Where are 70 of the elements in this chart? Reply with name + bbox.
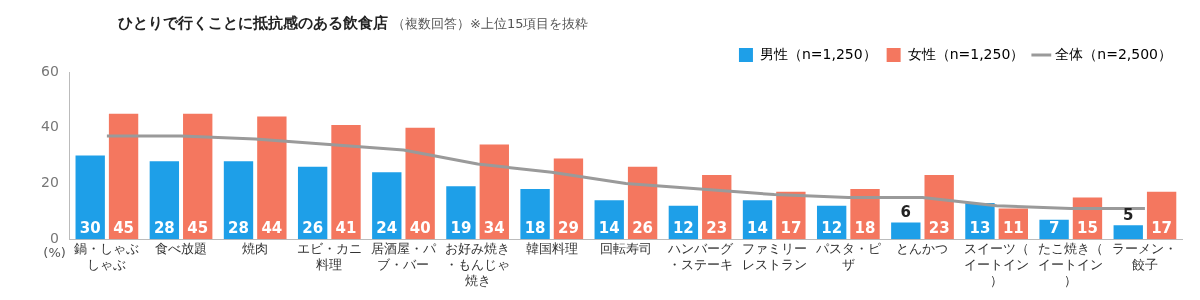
bar <box>372 172 402 240</box>
data-label: 26 <box>302 219 324 238</box>
data-label: 17 <box>780 219 802 238</box>
bar <box>479 144 509 240</box>
x-tick-label: 回転寿司 <box>599 241 652 257</box>
legend-label: 女性（n=1,250） <box>907 45 1025 62</box>
bar <box>223 161 254 240</box>
bar <box>446 186 476 240</box>
data-label: 29 <box>558 219 579 238</box>
data-label: 23 <box>706 219 728 238</box>
data-label: 7 <box>1048 219 1060 238</box>
bar <box>405 127 435 240</box>
x-tick-label: ハンバーグ・ステーキ <box>666 241 734 272</box>
x-tick-label: お好み焼き・もんじゃ焼き <box>445 241 511 288</box>
bar <box>149 161 180 240</box>
x-tick-label: スイーツ（イートイン） <box>964 241 1030 288</box>
x-tick-label: 鍋・しゃぶしゃぶ <box>74 241 140 272</box>
data-label: 24 <box>376 219 398 238</box>
y-tick-label: 40 <box>40 118 59 135</box>
data-label: 44 <box>261 219 283 238</box>
x-tick-label: ファミリーレストラン <box>741 241 807 272</box>
data-label: 26 <box>632 219 654 238</box>
x-tick-label: エビ・カニ料理 <box>296 241 362 272</box>
x-tick-label: たこ焼き（イートイン） <box>1038 241 1104 288</box>
y-tick-label: 60 <box>40 62 59 79</box>
data-label: 18 <box>854 219 876 238</box>
x-tick-label: ラーメン・餃子 <box>1112 241 1178 272</box>
data-label: 14 <box>598 219 620 238</box>
data-label: 23 <box>928 219 950 238</box>
data-label: 13 <box>969 219 991 238</box>
data-label: 30 <box>79 219 101 238</box>
data-label: 45 <box>113 219 135 238</box>
x-tick-label: パスタ・ピザ <box>814 241 881 272</box>
chart-subtitle: （複数回答）※上位15項目を抜粋 <box>392 16 589 31</box>
data-label: 18 <box>524 219 546 238</box>
data-label: 19 <box>450 219 472 238</box>
data-label: 28 <box>228 219 249 238</box>
data-label: 5 <box>1123 205 1134 224</box>
data-label: 17 <box>1151 219 1173 238</box>
data-label: 11 <box>1002 219 1024 238</box>
data-label: 12 <box>821 219 843 238</box>
bar <box>1113 225 1143 240</box>
y-tick-label: 0 <box>49 229 59 246</box>
x-tick-label: 食べ放題 <box>155 241 208 257</box>
x-tick-label: 韓国料理 <box>525 241 578 257</box>
bar <box>331 124 361 240</box>
bar <box>108 113 139 240</box>
x-tick-label: 居酒屋・パブ・バー <box>370 241 437 272</box>
data-label: 15 <box>1077 219 1098 238</box>
y-tick-label: 20 <box>40 174 59 191</box>
bar <box>75 155 105 240</box>
bar <box>891 222 921 240</box>
x-tick-label: 焼肉 <box>242 241 269 257</box>
data-label: 6 <box>900 202 912 221</box>
data-label: 34 <box>483 219 505 238</box>
bar <box>520 189 550 240</box>
data-label: 14 <box>747 219 768 238</box>
data-label: 41 <box>335 219 357 238</box>
legend-label: 全体（n=2,500） <box>1055 45 1172 62</box>
x-tick-label: とんかつ <box>896 241 949 257</box>
data-label: 40 <box>409 219 431 238</box>
bar <box>297 166 328 240</box>
legend-label: 男性（n=1,250） <box>759 45 877 62</box>
data-label: 45 <box>187 219 209 238</box>
data-label: 28 <box>153 219 175 238</box>
data-label: 12 <box>672 219 694 238</box>
y-axis-title: (%) <box>43 245 66 261</box>
chart-title: ひとりで行くことに抵抗感のある飲食店 <box>118 14 388 32</box>
bar <box>183 113 213 240</box>
bar <box>257 116 287 240</box>
